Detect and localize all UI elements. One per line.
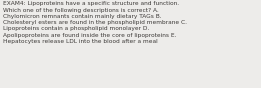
Text: EXAM4: Lipoproteins have a specific structure and function.
Which one of the fol: EXAM4: Lipoproteins have a specific stru… [3, 1, 187, 44]
